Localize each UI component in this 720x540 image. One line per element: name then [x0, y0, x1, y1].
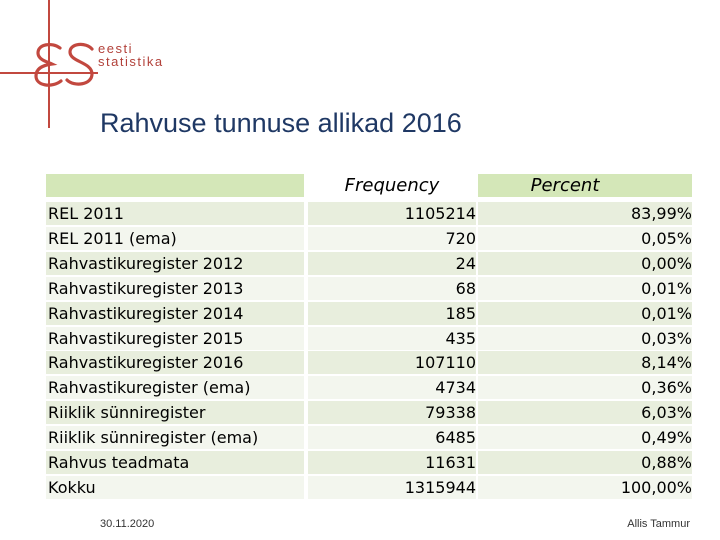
row-frequency: 185	[445, 303, 476, 323]
table-row: Riiklik sünniregister 79338 6,03%	[46, 401, 692, 425]
row-percent: 0,01%	[641, 303, 692, 323]
row-label: Rahvastikuregister 2014	[48, 303, 244, 323]
table-row: Rahvastikuregister (ema) 4734 0,36%	[46, 376, 692, 400]
table-row: Rahvastikuregister 2013 68 0,01%	[46, 276, 692, 300]
logo-text: eesti statistika	[98, 42, 164, 68]
page-title: Rahvuse tunnuse allikad 2016	[100, 108, 462, 138]
row-label: Rahvastikuregister 2012	[48, 253, 244, 273]
row-frequency: 6485	[435, 428, 476, 448]
row-percent: 0,88%	[641, 453, 692, 472]
row-percent: 0,05%	[641, 228, 692, 248]
logo-line-2: statistika	[98, 54, 164, 69]
row-frequency: 107110	[414, 353, 476, 373]
row-label: REL 2011 (ema)	[48, 228, 177, 248]
logo-line-1: eesti	[98, 41, 133, 56]
table-row: Rahvastikuregister 2012 24 0,00%	[46, 251, 692, 275]
row-label: Rahvastikuregister 2016	[48, 353, 244, 373]
row-percent: 83,99%	[630, 204, 692, 223]
row-label: Rahvastikuregister 2013	[48, 278, 244, 298]
row-percent: 0,01%	[641, 278, 692, 298]
row-label: Rahvus teadmata	[48, 453, 190, 472]
table-row: Rahvastikuregister 2014 185 0,01%	[46, 301, 692, 325]
row-frequency: 1105214	[404, 204, 476, 223]
header-percent: Percent	[530, 175, 600, 196]
row-frequency: 24	[455, 253, 476, 273]
table-row: Rahvastikuregister 2015 435 0,03%	[46, 326, 692, 350]
row-percent: 0,36%	[641, 378, 692, 398]
table-row: Rahvus teadmata 11631 0,88%	[46, 451, 692, 474]
row-frequency: 68	[455, 278, 476, 298]
table-row: Rahvastikuregister 2016 107110 8,14%	[46, 351, 692, 375]
row-frequency: 4734	[435, 378, 476, 398]
row-label: Riiklik sünniregister (ema)	[48, 428, 259, 448]
row-frequency: 11631	[425, 453, 476, 472]
row-frequency: 79338	[425, 403, 476, 423]
header-label	[46, 174, 308, 197]
table-row: Kokku 1315944 100,00%	[46, 475, 692, 499]
row-percent: 8,14%	[641, 353, 692, 373]
row-frequency: 720	[445, 228, 476, 248]
row-label: REL 2011	[48, 204, 124, 223]
row-label: Rahvastikuregister 2015	[48, 328, 244, 348]
row-label: Kokku	[48, 477, 96, 497]
footer-author: Allis Tammur	[627, 518, 690, 530]
footer-date: 30.11.2020	[100, 518, 155, 530]
row-percent: 0,00%	[641, 253, 692, 273]
statistics-logo-icon	[34, 42, 94, 87]
header-frequency: Frequency	[344, 175, 440, 196]
table-row: REL 2011 (ema) 720 0,05%	[46, 226, 692, 250]
row-percent: 0,49%	[641, 428, 692, 448]
row-percent: 100,00%	[620, 477, 692, 497]
row-frequency: 1315944	[404, 477, 476, 497]
row-percent: 6,03%	[641, 403, 692, 423]
table-header-row: Frequency Percent	[46, 174, 692, 197]
row-label: Rahvastikuregister (ema)	[48, 378, 251, 398]
row-frequency: 435	[445, 328, 476, 348]
row-label: Riiklik sünniregister	[48, 403, 206, 423]
table-row: Riiklik sünniregister (ema) 6485 0,49%	[46, 426, 692, 450]
table-row: REL 2011 1105214 83,99%	[46, 202, 692, 225]
row-percent: 0,03%	[641, 328, 692, 348]
logo-horizontal-line	[0, 72, 98, 74]
